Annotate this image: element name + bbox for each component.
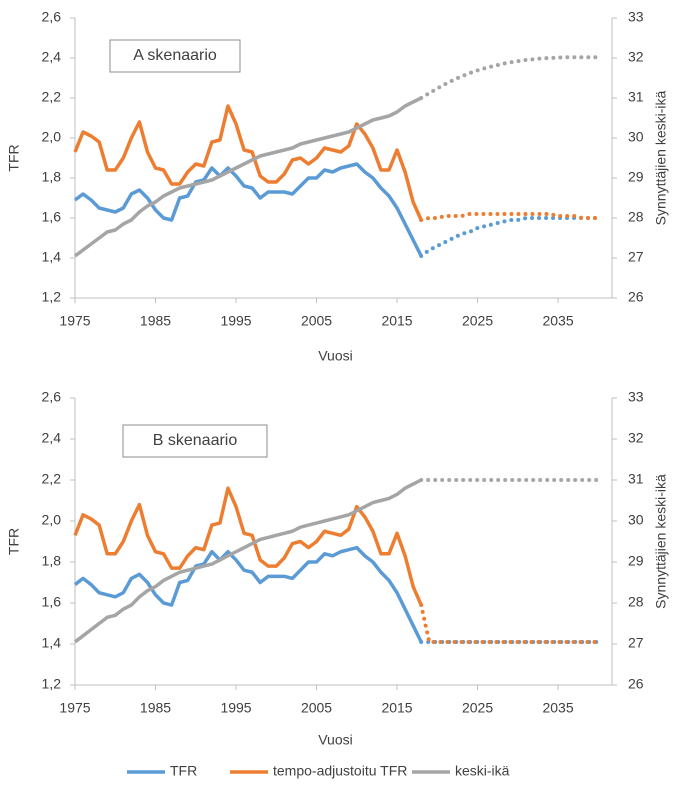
data-line	[73, 545, 423, 643]
y-tick-label: 1,6	[42, 594, 62, 610]
y-tick-label: 1,2	[42, 676, 62, 692]
y-tick-label: 1,8	[42, 553, 62, 569]
x-tick-label: 2015	[381, 313, 412, 329]
y2-tick-label: 31	[628, 89, 644, 105]
y2-tick-label: 27	[628, 635, 644, 651]
legend-label: TFR	[170, 763, 197, 779]
y2-axis-label: Synnyttäjien keski-ikä	[653, 90, 669, 225]
y2-tick-label: 32	[628, 430, 644, 446]
x-tick-label: 2015	[381, 700, 412, 716]
projection-line	[419, 603, 601, 644]
y-tick-label: 1,4	[42, 635, 62, 651]
data-line	[73, 162, 423, 257]
data-line	[73, 104, 423, 221]
y-tick-label: 1,2	[42, 289, 62, 305]
y2-tick-label: 26	[628, 289, 644, 305]
annotation-box	[122, 424, 268, 458]
y2-tick-label: 32	[628, 49, 644, 65]
projection-line	[419, 55, 601, 100]
x-tick-label: 2005	[301, 700, 332, 716]
y-tick-label: 1,6	[42, 209, 62, 225]
y2-tick-label: 30	[628, 129, 644, 145]
y2-axis-label: Synnyttäjien keski-ikä	[653, 474, 669, 609]
y-tick-label: 1,8	[42, 169, 62, 185]
x-tick-label: 2035	[542, 700, 573, 716]
projection-line	[419, 212, 601, 222]
y-axis-label: TFR	[6, 528, 22, 555]
x-tick-label: 2025	[462, 313, 493, 329]
y-axis-label: TFR	[6, 144, 22, 171]
x-tick-label: 1975	[59, 700, 90, 716]
y2-tick-label: 31	[628, 471, 644, 487]
projection-line	[419, 216, 601, 258]
data-line	[73, 96, 422, 258]
y-tick-label: 1,4	[42, 249, 62, 265]
x-tick-label: 1985	[140, 313, 171, 329]
y-tick-label: 2,6	[42, 389, 62, 405]
y2-tick-label: 27	[628, 249, 644, 265]
y-tick-label: 2,0	[42, 512, 62, 528]
y2-tick-label: 29	[628, 553, 644, 569]
annotation-box	[109, 39, 241, 73]
x-tick-label: 1975	[59, 313, 90, 329]
y-tick-label: 2,2	[42, 471, 62, 487]
y2-tick-label: 33	[628, 9, 644, 25]
y2-tick-label: 26	[628, 676, 644, 692]
x-tick-label: 2035	[542, 313, 573, 329]
data-line	[73, 486, 423, 606]
y-tick-label: 2,6	[42, 9, 62, 25]
annotation: A skenaario	[133, 47, 217, 64]
y2-tick-label: 29	[628, 169, 644, 185]
x-tick-label: 2005	[301, 313, 332, 329]
annotation: B skenaario	[153, 432, 238, 449]
x-axis-label: Vuosi	[318, 732, 353, 748]
y2-tick-label: 28	[628, 594, 644, 610]
y2-tick-label: 28	[628, 209, 644, 225]
x-tick-label: 1995	[220, 313, 251, 329]
legend-label: keski-ikä	[455, 763, 510, 779]
y2-tick-label: 33	[628, 389, 644, 405]
y-tick-label: 2,4	[42, 430, 62, 446]
x-axis-label: Vuosi	[318, 348, 353, 364]
x-tick-label: 1985	[140, 700, 171, 716]
legend-label: tempo-adjustoitu TFR	[273, 763, 407, 779]
y-tick-label: 2,0	[42, 129, 62, 145]
y-tick-label: 2,2	[42, 89, 62, 105]
x-tick-label: 1995	[220, 700, 251, 716]
data-line	[73, 478, 422, 644]
y2-tick-label: 30	[628, 512, 644, 528]
x-tick-label: 2025	[462, 700, 493, 716]
y-tick-label: 2,4	[42, 49, 62, 65]
